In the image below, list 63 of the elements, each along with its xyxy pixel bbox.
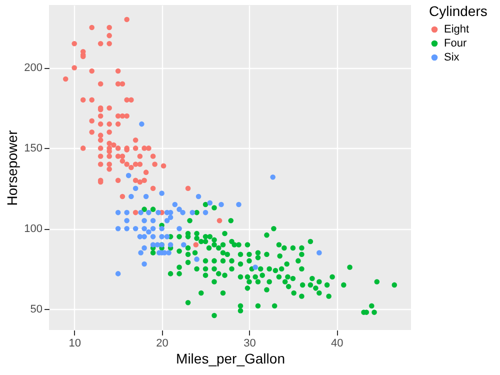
x-tick-label: 20 [156, 338, 168, 350]
point [142, 218, 147, 224]
point [143, 194, 149, 200]
point [124, 210, 130, 216]
x-tick-label: 30 [244, 338, 256, 350]
point [142, 261, 147, 267]
legend-label: Six [444, 52, 460, 64]
point [172, 202, 178, 208]
y-tick-label: 150 [24, 142, 42, 155]
point [115, 226, 121, 232]
y-tick-label: 50 [30, 304, 42, 316]
point [181, 242, 186, 248]
point [139, 121, 144, 127]
point [142, 234, 147, 240]
point [252, 264, 258, 270]
x-axis-title: Miles_per_Gallon [176, 350, 285, 366]
point [142, 245, 147, 251]
x-tick-label: 10 [68, 338, 81, 350]
point [168, 242, 174, 248]
point [159, 190, 164, 196]
point [166, 250, 172, 256]
point [270, 174, 276, 180]
point [124, 218, 130, 224]
x-tick-label: 40 [331, 338, 344, 350]
point [159, 234, 164, 240]
point [190, 210, 196, 216]
point [176, 226, 182, 232]
y-tick-label: 200 [24, 62, 42, 74]
point [138, 210, 144, 216]
point [316, 250, 322, 256]
point [115, 210, 121, 216]
point [194, 256, 200, 262]
point [176, 206, 182, 212]
point [146, 229, 152, 234]
point [124, 226, 130, 232]
point [159, 226, 164, 232]
point [150, 218, 156, 224]
legend-label: Eight [444, 24, 470, 36]
point [207, 200, 213, 206]
point [150, 226, 156, 232]
point [132, 226, 138, 232]
point [132, 186, 138, 192]
point [115, 271, 121, 276]
point [150, 242, 156, 248]
point [196, 194, 202, 200]
point [142, 226, 147, 232]
point [218, 202, 224, 208]
point [164, 234, 170, 240]
point [138, 250, 144, 256]
legend-title: Cylinders [429, 3, 488, 19]
point [180, 210, 186, 216]
point [126, 172, 132, 178]
point [156, 210, 161, 216]
point [150, 234, 156, 240]
point [168, 214, 174, 220]
point [164, 218, 170, 224]
y-axis-title: Horsepower [4, 130, 20, 206]
point [236, 202, 242, 208]
legend-label: Four [444, 38, 467, 50]
point [202, 210, 208, 216]
point [146, 210, 152, 216]
point [128, 194, 134, 200]
y-tick-label: 100 [24, 223, 42, 236]
